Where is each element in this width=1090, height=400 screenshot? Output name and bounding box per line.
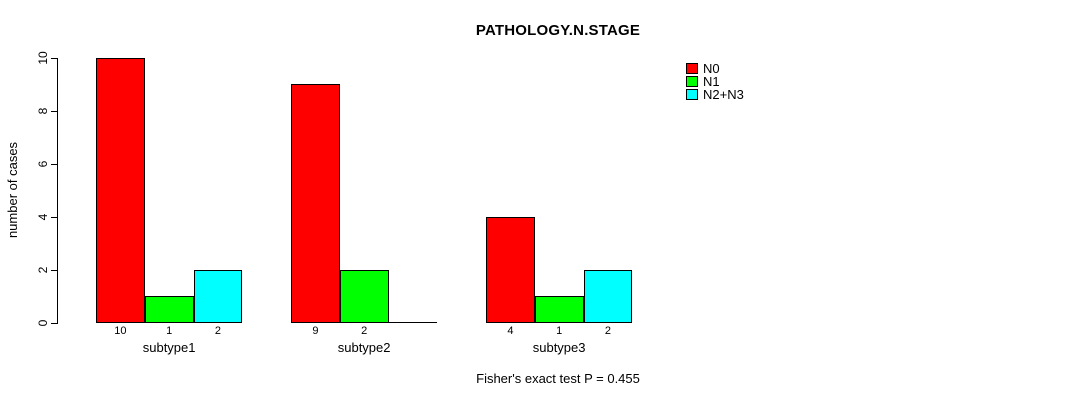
y-tick-label: 10 [36,51,50,65]
y-axis-title: number of cases [5,141,20,239]
legend-swatch [686,76,698,87]
y-tick-label: 6 [36,160,50,168]
bar [144,296,194,323]
y-tick-label: 4 [36,213,50,221]
y-tick-label: 0 [36,319,50,327]
bar [486,217,535,323]
y-tick-label: 2 [36,266,50,274]
bar [583,270,633,323]
bar-value-label: 4 [507,325,514,337]
group-label: subtype1 [142,340,196,355]
legend-item: N0 [686,61,744,76]
bar-value-label: 1 [166,325,173,337]
bar-value-label: 9 [312,325,319,337]
y-tick-mark [51,164,57,165]
y-tick-mark [51,270,57,271]
legend: N0 N1 N2+N3 [686,61,744,102]
legend-swatch [686,89,698,100]
bar-value-label: 1 [556,325,563,337]
legend-label: N0 [703,61,720,76]
y-tick-mark [51,217,57,218]
bar-zero-line [388,322,438,323]
legend-label: N1 [703,74,720,89]
y-axis-line [57,58,58,324]
y-tick-label: 8 [36,107,50,115]
bar [291,84,340,323]
bar-value-label: 2 [361,325,368,337]
annotation-text: Fisher's exact test P = 0.455 [476,371,640,386]
legend-label: N2+N3 [703,87,744,102]
bar [339,270,389,323]
y-tick-mark [51,111,57,112]
group-label: subtype2 [337,340,391,355]
bar-value-label: 2 [604,325,611,337]
legend-item: N2+N3 [686,87,744,102]
legend-swatch [686,63,698,74]
y-tick-mark [51,58,57,59]
bar [193,270,243,323]
chart-title: PATHOLOGY.N.STAGE [475,22,641,39]
bar [96,58,145,323]
bar-value-label: 10 [114,325,127,337]
bar-value-label: 2 [214,325,221,337]
group-label: subtype3 [532,340,586,355]
y-tick-mark [51,323,57,324]
legend-item: N1 [686,74,744,89]
bar [534,296,584,323]
